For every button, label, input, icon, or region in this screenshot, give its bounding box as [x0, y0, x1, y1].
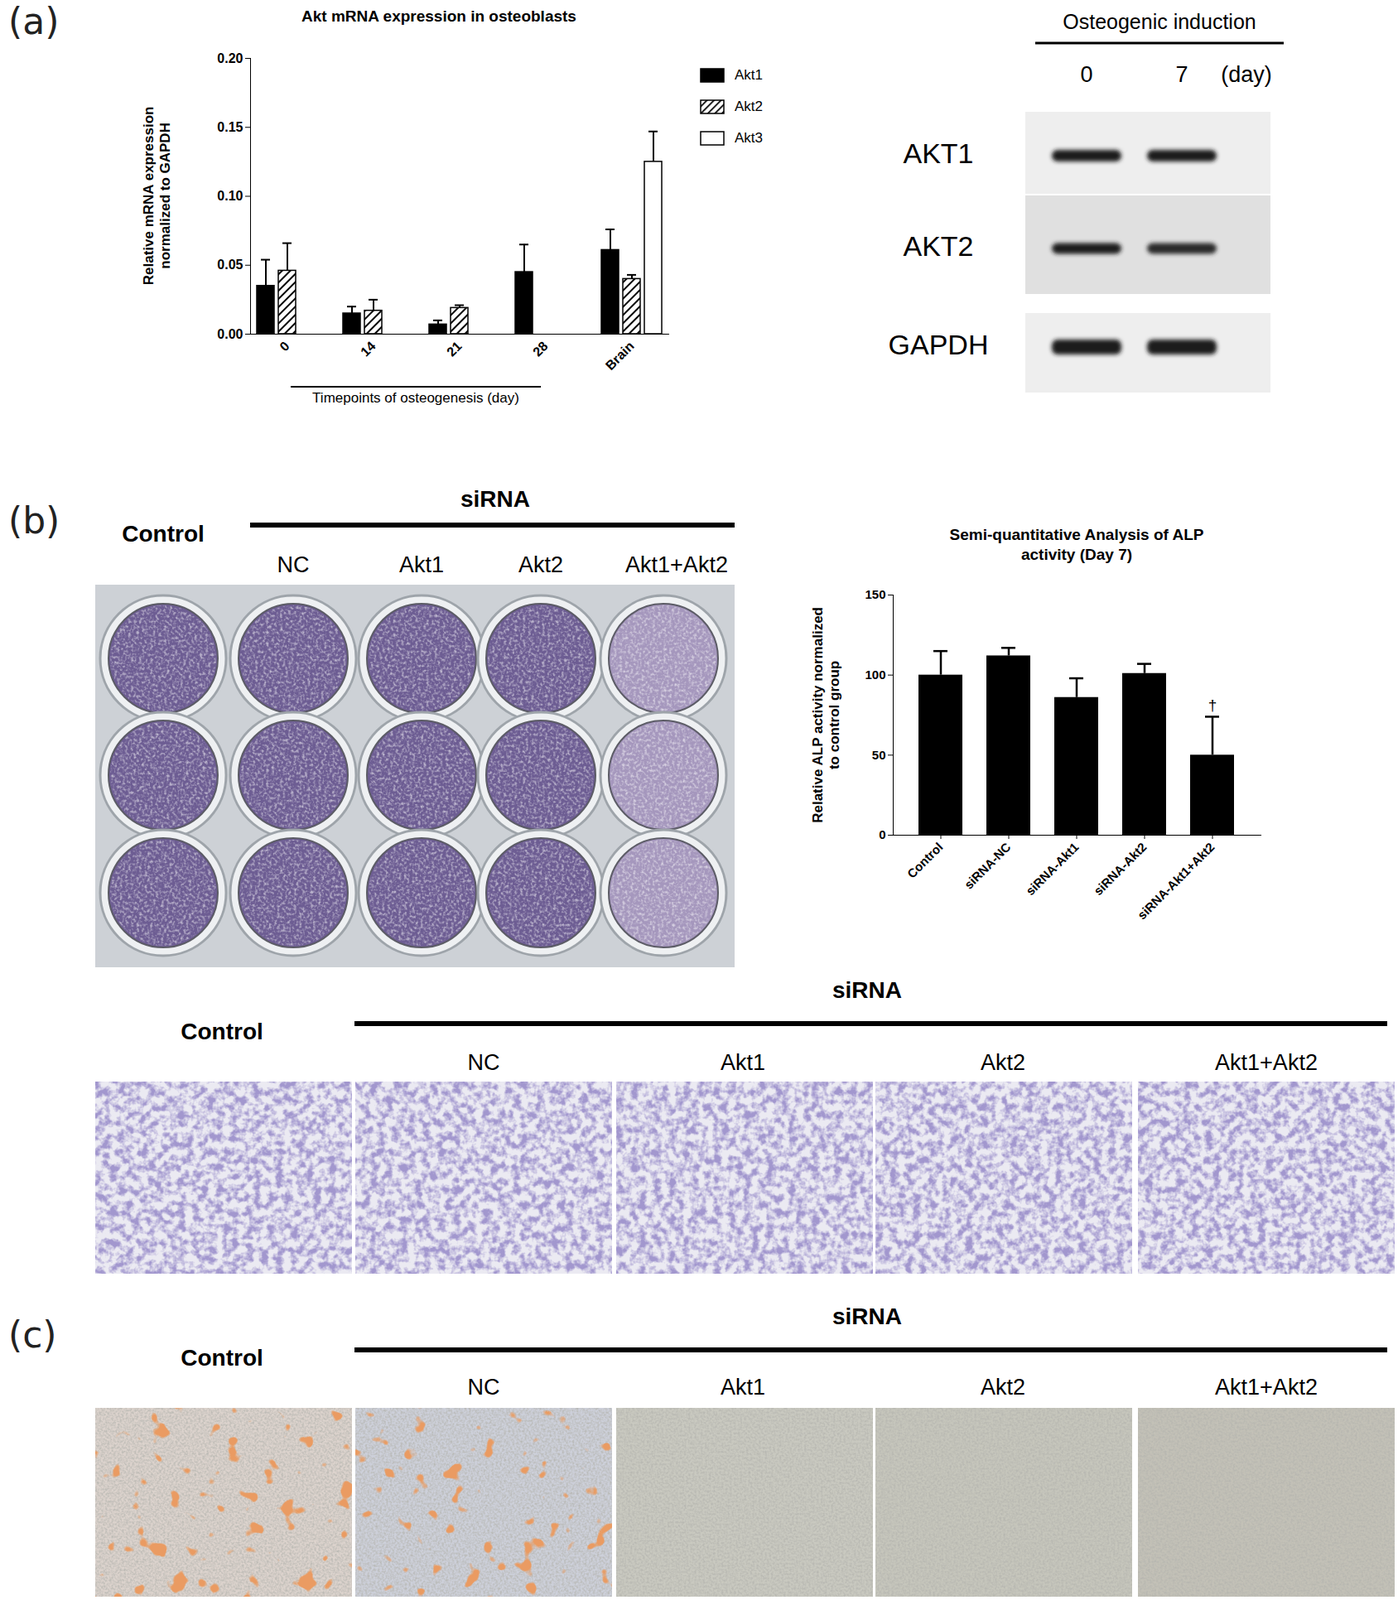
svg-text:50: 50	[872, 747, 887, 762]
html-text:NC: NC	[277, 552, 310, 578]
svg-text:siRNA-Akt1: siRNA-Akt1	[1022, 839, 1081, 898]
html-text:Semi-quantitative Analysis of: Semi-quantitative Analysis of ALP activi…	[949, 525, 1204, 564]
svg-text:0.10: 0.10	[216, 188, 243, 203]
svg-text:0: 0	[878, 827, 886, 842]
svg-text:0: 0	[276, 338, 292, 354]
html-text:Akt2: Akt2	[734, 98, 763, 115]
html-text:Akt2: Akt2	[980, 1374, 1026, 1400]
html-text:NC: NC	[467, 1374, 500, 1400]
html-text:siRNA: siRNA	[460, 486, 531, 512]
html-text:Akt1: Akt1	[399, 552, 444, 578]
svg-text:siRNA-NC: siRNA-NC	[961, 839, 1014, 892]
svg-text:AKT1: AKT1	[902, 137, 974, 169]
html-text:Control: Control	[180, 1345, 264, 1371]
html-text:siRNA: siRNA	[832, 977, 902, 1004]
html-text:(c): (c)	[8, 1313, 57, 1356]
html-text:(a): (a)	[8, 0, 60, 43]
svg-text:siRNA-Akt2: siRNA-Akt2	[1090, 839, 1149, 898]
html-text:(b): (b)	[8, 499, 60, 542]
html-text:Akt1: Akt1	[720, 1049, 766, 1075]
svg-text:GAPDH: GAPDH	[888, 328, 989, 361]
html-text:Akt mRNA expression in osteobl: Akt mRNA expression in osteoblasts	[301, 7, 577, 25]
html-text:Akt1+Akt2: Akt1+Akt2	[1215, 1374, 1318, 1400]
svg-text:150: 150	[864, 587, 886, 602]
html-text:Akt2: Akt2	[980, 1049, 1026, 1075]
svg-text:0.05: 0.05	[216, 257, 243, 272]
svg-text:AKT2: AKT2	[902, 230, 974, 262]
svg-text:Osteogenic induction: Osteogenic induction	[1062, 9, 1256, 34]
svg-text:0.15: 0.15	[216, 120, 243, 135]
svg-text:0: 0	[1079, 62, 1093, 87]
svg-text:0.00: 0.00	[216, 327, 243, 342]
html-text:Relative mRNA expression norma: Relative mRNA expression normalized to G…	[140, 106, 174, 285]
html-text:Akt1+Akt2: Akt1+Akt2	[625, 552, 728, 578]
svg-text:7: 7	[1175, 62, 1188, 87]
svg-text:siRNA-Akt1+Akt2: siRNA-Akt1+Akt2	[1134, 839, 1218, 923]
svg-text:0.20: 0.20	[216, 51, 243, 66]
html-text:Akt1+Akt2: Akt1+Akt2	[1215, 1049, 1318, 1075]
html-text:siRNA: siRNA	[832, 1303, 902, 1330]
svg-text:100: 100	[864, 667, 886, 682]
svg-text:(day): (day)	[1220, 62, 1273, 87]
svg-text:21: 21	[443, 338, 465, 360]
html-text:Akt1: Akt1	[720, 1374, 766, 1400]
svg-text:†: †	[1208, 696, 1218, 714]
html-text:NC: NC	[467, 1049, 500, 1075]
svg-text:Brain: Brain	[602, 338, 637, 373]
svg-text:28: 28	[530, 338, 551, 360]
html-text:Relative ALP activity normaliz: Relative ALP activity normalized to cont…	[809, 606, 843, 823]
html-text:Akt1: Akt1	[734, 67, 763, 83]
html-text:Timepoints of osteogenesis (da: Timepoints of osteogenesis (day)	[312, 390, 520, 406]
html-text:Akt3: Akt3	[734, 130, 763, 146]
html-text:Akt2: Akt2	[518, 552, 564, 578]
html-text:Control: Control	[121, 521, 205, 547]
svg-text:Control: Control	[904, 839, 946, 882]
svg-text:14: 14	[357, 338, 379, 360]
html-text:Control: Control	[180, 1018, 264, 1045]
